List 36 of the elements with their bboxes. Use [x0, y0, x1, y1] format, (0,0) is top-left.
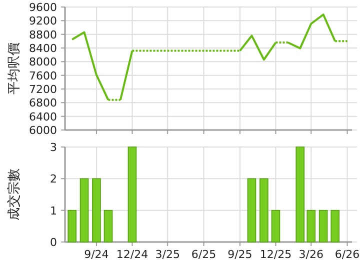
y-tick-label: 9600 [29, 1, 57, 14]
y-tick-label: 8000 [29, 56, 57, 69]
bar [80, 178, 89, 242]
bar [271, 210, 280, 242]
y-axis-title: 平均呎價 [7, 42, 22, 94]
y-tick-label: 6800 [29, 96, 57, 110]
y-axis-title: 成交宗數 [6, 168, 22, 220]
bar [330, 210, 340, 242]
bar [104, 210, 113, 242]
y-tick-label: 6400 [29, 110, 57, 124]
y-tick-label: 7600 [29, 69, 57, 82]
y-tick-label: 3 [50, 141, 57, 154]
x-tick-label: 12/25 [260, 248, 292, 261]
bar [296, 146, 305, 242]
bar [92, 178, 101, 242]
bar [318, 210, 328, 242]
bar [68, 210, 76, 242]
y-tick-label: 8400 [29, 42, 57, 55]
y-tick-label: 8800 [29, 28, 57, 42]
y-tick-label: 7200 [29, 83, 57, 96]
y-tick-label: 0 [50, 236, 57, 249]
x-tick-label: 12/24 [116, 248, 148, 261]
y-tick-label: 1 [50, 204, 57, 218]
bar [306, 210, 316, 242]
x-tick-label: 3/26 [298, 248, 324, 261]
x-tick-label: 9/24 [84, 248, 109, 261]
y-tick-label: 2 [50, 172, 57, 186]
y-tick-label: 6000 [29, 124, 57, 137]
y-tick-label: 9200 [29, 14, 57, 28]
bar [260, 178, 268, 242]
bar [247, 178, 256, 242]
x-tick-label: 9/25 [228, 248, 252, 261]
x-tick-label: 6/26 [334, 248, 360, 261]
x-tick-label: 6/25 [191, 248, 216, 261]
x-tick-label: 3/25 [155, 248, 180, 261]
bar [128, 146, 137, 242]
